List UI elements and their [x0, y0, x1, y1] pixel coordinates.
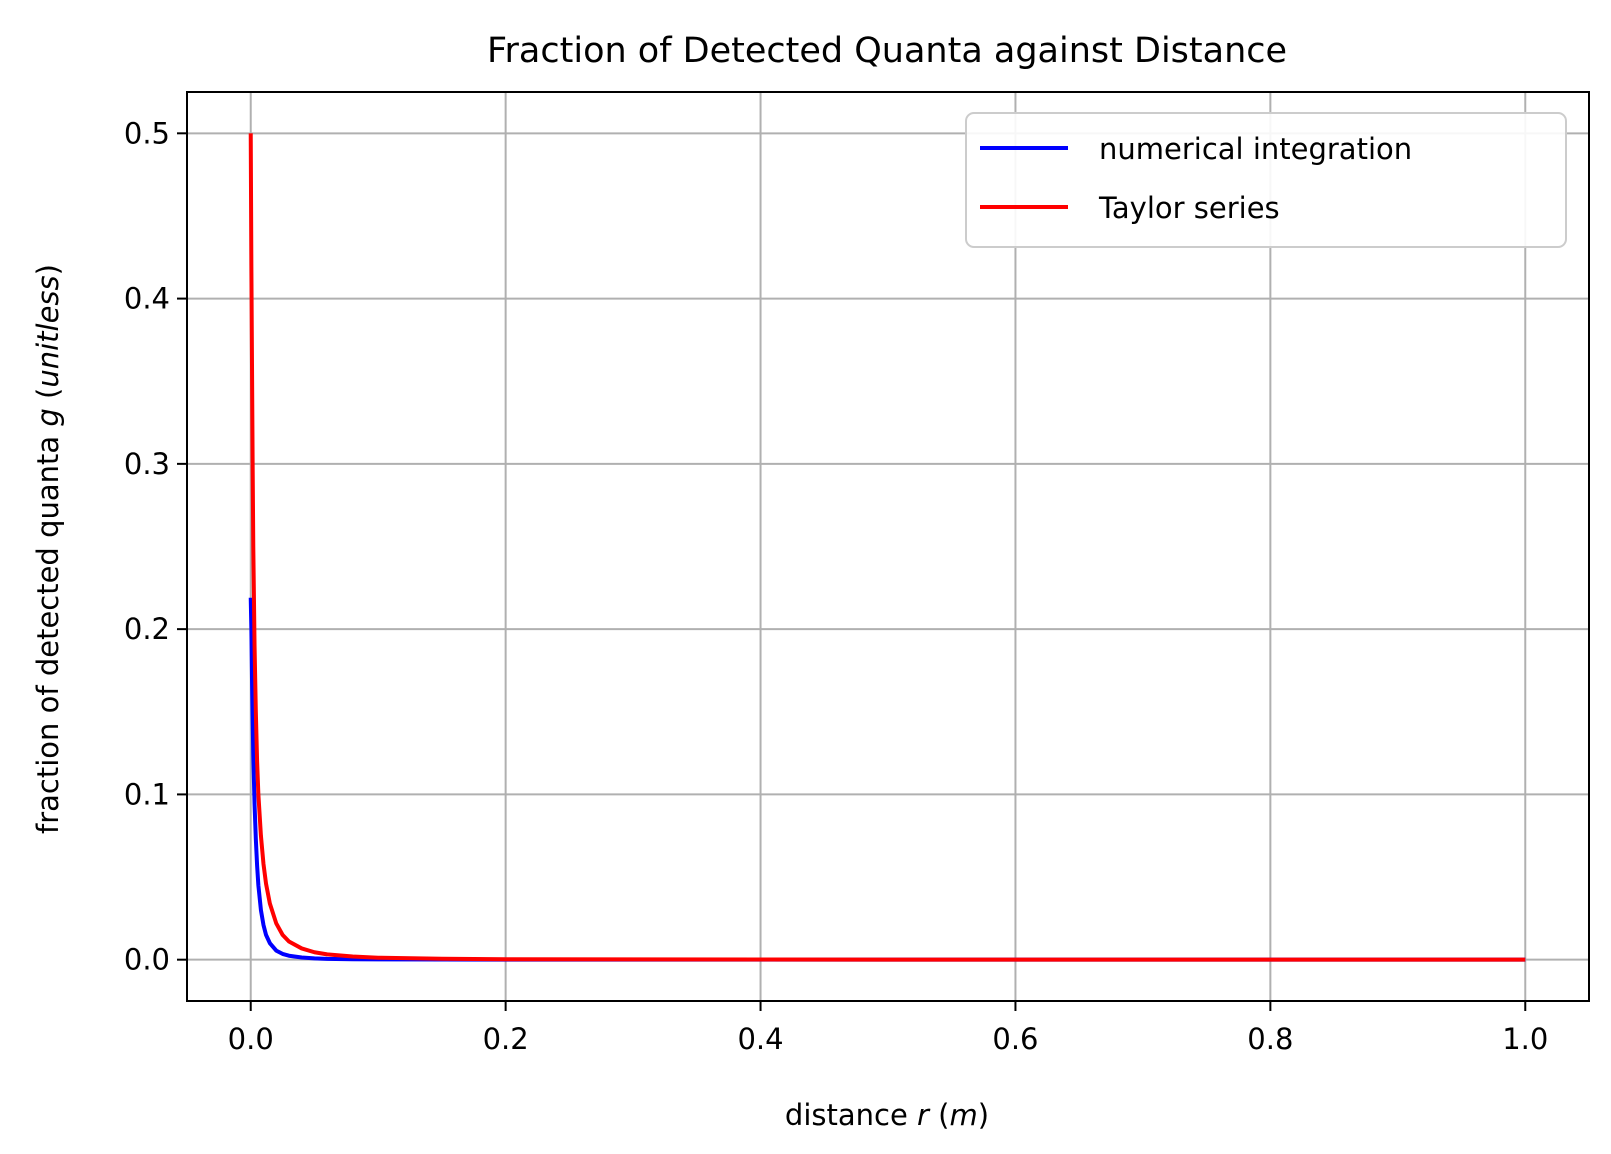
legend: numerical integration Taylor series — [965, 112, 1567, 248]
x-axis-label-unit-open: ( — [929, 1098, 950, 1132]
x-tick-label: 0.2 — [483, 1022, 529, 1056]
y-axis-label-prefix: fraction of detected quanta — [31, 427, 65, 834]
x-tick-label: 0.6 — [992, 1022, 1038, 1056]
x-axis-label-unit-close: ) — [978, 1098, 989, 1132]
legend-label-numerical-integration: numerical integration — [1099, 132, 1412, 166]
axes-frame — [186, 91, 1590, 1002]
x-tick-label: 0.8 — [1247, 1022, 1293, 1056]
y-axis-label-unit-close: ) — [31, 264, 65, 275]
y-tick-label: 0.1 — [124, 777, 170, 811]
x-axis-label: distance r (m) — [785, 1098, 989, 1132]
x-tick-label: 1.0 — [1502, 1022, 1548, 1056]
chart-title: Fraction of Detected Quanta against Dist… — [487, 31, 1287, 71]
y-axis-label-unit: unitless — [31, 275, 65, 387]
x-axis-label-symbol: r — [917, 1098, 931, 1132]
x-axis-label-prefix: distance — [785, 1098, 917, 1132]
series-line-taylor-series — [248, 133, 1526, 962]
legend-label-taylor-series: Taylor series — [1098, 191, 1280, 225]
y-axis-label-symbol: g — [31, 408, 65, 426]
y-axis-label: fraction of detected quanta g (unitless) — [31, 264, 65, 834]
y-tick-label: 0.4 — [124, 282, 170, 316]
y-tick-label: 0.5 — [124, 116, 170, 150]
x-tick-label: 0.0 — [228, 1022, 274, 1056]
x-axis-label-unit: m — [950, 1098, 978, 1132]
y-axis-label-unit-open: ( — [31, 388, 65, 409]
legend-box — [965, 112, 1567, 248]
y-tick-label: 0.0 — [124, 943, 170, 977]
y-tick-label: 0.3 — [124, 447, 170, 481]
y-tick-label: 0.2 — [124, 612, 170, 646]
x-tick-label: 0.4 — [737, 1022, 783, 1056]
